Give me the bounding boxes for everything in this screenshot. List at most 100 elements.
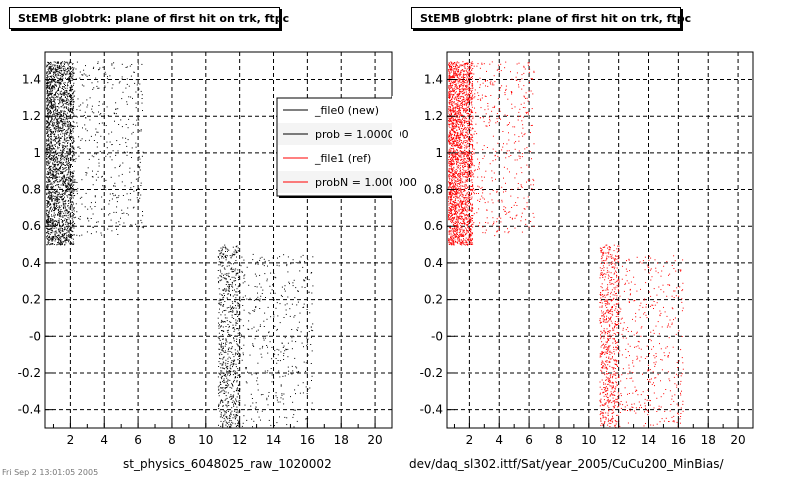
- scatter-point: [76, 211, 78, 213]
- scatter-point: [49, 218, 51, 220]
- chart-title-right: StEMB globtrk: plane of first hit on trk…: [411, 7, 691, 29]
- scatter-point: [50, 63, 52, 65]
- scatter-point: [74, 181, 75, 183]
- scatter-point: [230, 263, 232, 265]
- scatter-point: [48, 66, 50, 68]
- scatter-point: [113, 67, 115, 69]
- scatter-point: [69, 150, 71, 152]
- scatter-point: [305, 418, 307, 419]
- scatter-point: [67, 228, 69, 230]
- scatter-point: [70, 235, 72, 237]
- scatter-point: [66, 158, 67, 160]
- legend-entry: prob = 1.000000: [315, 128, 409, 141]
- scatter-point: [222, 350, 224, 352]
- scatter-point: [233, 405, 235, 407]
- plot-frame: [44, 51, 393, 429]
- scatter-point: [232, 246, 234, 248]
- scatter-point: [68, 231, 70, 233]
- scatter-point: [468, 149, 470, 151]
- scatter-point: [219, 348, 221, 350]
- scatter-point: [466, 101, 468, 103]
- scatter-point: [97, 176, 99, 178]
- scatter-point: [63, 198, 64, 200]
- scatter-point: [220, 370, 222, 372]
- scatter-point: [116, 228, 117, 230]
- scatter-point: [261, 293, 263, 294]
- scatter-point: [68, 127, 70, 129]
- scatter-point: [220, 275, 222, 277]
- scatter-point: [252, 259, 254, 261]
- scatter-point: [64, 133, 66, 135]
- scatter-point: [83, 73, 85, 75]
- scatter-point: [46, 181, 48, 183]
- scatter-point: [230, 322, 232, 323]
- scatter-point: [467, 65, 469, 67]
- scatter-point: [50, 219, 52, 221]
- scatter-point: [237, 305, 239, 307]
- scatter-point: [46, 156, 48, 158]
- scatter-point: [456, 161, 458, 163]
- scatter-point: [275, 372, 277, 374]
- scatter-point: [100, 113, 102, 114]
- scatter-point: [452, 123, 454, 125]
- scatter-point: [67, 124, 69, 126]
- scatter-point: [458, 187, 460, 189]
- scatter-point: [113, 195, 115, 197]
- scatter-point: [47, 144, 49, 146]
- scatter-point: [66, 100, 68, 102]
- scatter-point: [67, 162, 69, 164]
- scatter-point: [131, 224, 133, 226]
- scatter-point: [126, 154, 128, 156]
- scatter-point: [47, 136, 49, 137]
- scatter-point: [70, 226, 72, 228]
- scatter-point: [236, 401, 238, 403]
- scatter-point: [451, 170, 453, 172]
- scatter-point: [130, 96, 132, 98]
- scatter-point: [68, 203, 70, 204]
- scatter-point: [50, 232, 52, 234]
- scatter-point: [57, 202, 59, 204]
- scatter-point: [68, 170, 70, 172]
- scatter-point: [46, 164, 48, 166]
- scatter-point: [72, 97, 74, 99]
- scatter-point: [48, 230, 50, 232]
- scatter-point: [72, 243, 74, 245]
- scatter-point: [46, 232, 48, 233]
- scatter-point: [464, 173, 465, 175]
- scatter-point: [236, 388, 238, 390]
- scatter-point: [271, 374, 273, 376]
- scatter-point: [234, 313, 236, 315]
- scatter-point: [120, 217, 121, 219]
- scatter-point: [225, 338, 227, 340]
- scatter-point: [295, 393, 296, 395]
- scatter-point: [70, 243, 72, 245]
- scatter-point: [251, 418, 253, 420]
- scatter-point: [71, 237, 73, 239]
- scatter-point: [130, 152, 131, 153]
- scatter-point: [60, 63, 62, 65]
- scatter-point: [456, 100, 458, 102]
- scatter-point: [462, 77, 464, 79]
- scatter-point: [466, 228, 467, 230]
- scatter-point: [51, 149, 53, 151]
- scatter-point: [454, 221, 456, 223]
- scatter-point: [471, 78, 473, 80]
- scatter-point: [225, 344, 227, 345]
- scatter-point: [68, 184, 69, 186]
- scatter-point: [50, 138, 52, 140]
- scatter-point: [73, 181, 74, 183]
- scatter-point: [61, 121, 63, 123]
- scatter-point: [54, 151, 56, 153]
- scatter-point: [46, 88, 48, 90]
- scatter-point: [63, 123, 65, 125]
- scatter-point: [140, 185, 142, 186]
- scatter-point: [289, 315, 291, 317]
- scatter-point: [281, 342, 283, 344]
- scatter-point: [469, 125, 470, 127]
- scatter-point: [68, 225, 70, 227]
- scatter-point: [54, 175, 56, 177]
- scatter-point: [230, 361, 232, 363]
- scatter-point: [59, 75, 61, 77]
- scatter-point: [284, 304, 286, 306]
- scatter-point: [55, 106, 57, 108]
